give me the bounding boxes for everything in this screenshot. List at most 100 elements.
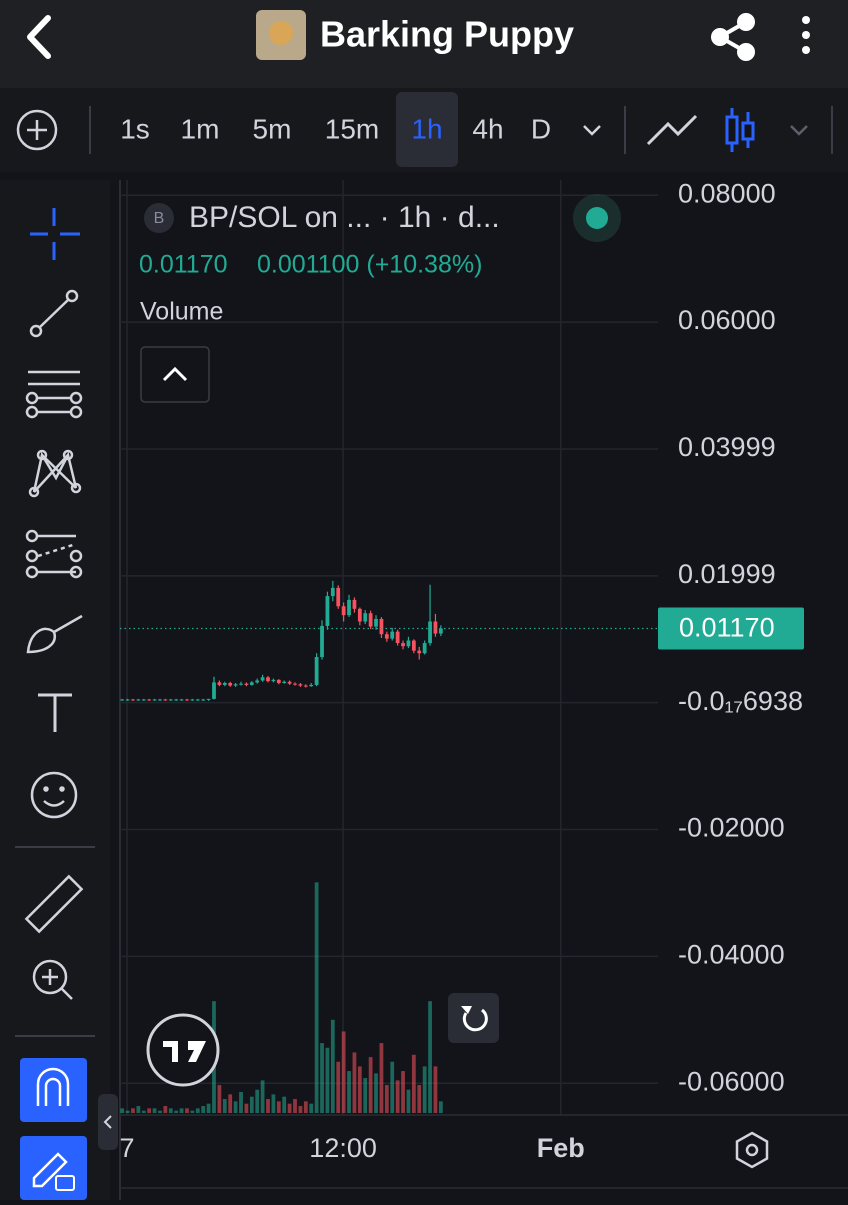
last-price-badge [658,607,804,650]
volume-bar [185,1108,189,1113]
candle-body [249,682,254,685]
candle-body [357,608,362,622]
collapse-icon [103,1115,112,1129]
candle-body [174,699,179,701]
volume-bar [125,1110,130,1113]
last-price-label: 0.01170 [679,613,775,643]
interval-button[interactable]: 1h [411,113,442,144]
volume-bar [330,1019,335,1113]
brush-tool[interactable] [26,614,83,654]
candle-body [141,699,146,701]
volume-bar [325,1047,330,1113]
volume-bar [401,1071,405,1113]
trend-line-tool[interactable] [29,289,79,338]
y-tick-label: -0.04000 [678,940,785,970]
interval-button[interactable]: 1s [120,113,150,144]
token-title: Barking Puppy [320,14,574,55]
candle-body [438,628,443,634]
candle-body [131,699,135,701]
volume-bar [201,1106,206,1113]
candle-chart-button[interactable] [725,108,755,152]
volume-bar [357,1066,362,1113]
chart-type-dropdown[interactable] [790,125,808,136]
y-tick-label: 0.03999 [678,432,776,462]
volume-bar [152,1108,157,1113]
tools-panel [0,180,110,1200]
candle-body [368,613,373,627]
tv-logo[interactable] [146,1013,220,1087]
fib-tool[interactable] [25,370,83,419]
share-button[interactable] [711,13,755,61]
interval-button[interactable]: 5m [253,113,292,144]
candle-body [298,684,303,686]
settings-icon [745,1143,759,1157]
volume-bar [341,1031,346,1113]
market-status [586,207,608,229]
x-tick-label: 7 [120,1133,135,1163]
collapse-legend-icon [162,366,188,382]
candle-body [244,683,249,685]
legend-price: 0.01170 [139,251,228,279]
lock-drawing-button[interactable] [20,1136,87,1200]
interval-button[interactable]: 4h [472,113,503,144]
legend-change: 0.001100 (+10.38%) [257,251,482,279]
candle-body [336,587,341,607]
ruler-tool[interactable] [24,874,84,934]
candle-body [185,699,189,701]
candle-body [233,684,238,686]
interval-button[interactable]: 15m [325,113,379,144]
reset-button[interactable] [448,993,499,1043]
volume-bar [320,1043,324,1113]
candle-body [314,657,319,685]
add-indicator[interactable] [16,109,58,151]
candle-body [206,698,211,700]
crosshair-tool[interactable] [30,208,80,260]
collapse-tab[interactable] [98,1094,118,1150]
interval-button[interactable]: D [531,113,551,144]
candle-body [395,631,400,644]
volume-bar [347,1071,351,1113]
settings-button[interactable] [735,1131,769,1169]
candle-body [363,613,368,622]
volume-bar [141,1110,146,1113]
candle-body [147,699,152,701]
interval-dropdown[interactable] [583,125,601,136]
candle-body [347,599,351,616]
candle-body [271,679,276,682]
volume-bar [136,1106,141,1113]
chart-bg [0,172,848,1200]
line-chart-button[interactable] [646,114,698,146]
magnet-button[interactable] [20,1058,87,1122]
candle-body [282,681,287,684]
candle-body [120,699,125,701]
y-tick-label: -0.02000 [678,813,785,843]
back-button[interactable] [27,15,51,59]
zoom-tool[interactable] [32,959,73,1000]
candle-body [417,650,422,654]
reset-arrow [461,1006,472,1014]
candle-body [125,699,130,701]
emoji-tool[interactable] [30,771,78,819]
candle-body [433,621,438,634]
volume-bar [384,1085,389,1113]
collapse-legend[interactable] [140,346,210,403]
reset-icon [462,1008,488,1032]
volume-bar [228,1094,233,1113]
volume-bar [276,1101,281,1113]
menu-button[interactable] [802,16,810,54]
candle-body [428,621,432,644]
candle-body [401,643,405,647]
interval-button[interactable]: 1m [181,113,220,144]
volume-bar [239,1092,243,1113]
text-tool[interactable] [38,693,72,732]
candle-body [217,682,222,685]
projection-tool[interactable] [25,529,83,579]
candle-body [309,684,314,687]
pattern-tool[interactable] [28,449,82,498]
magnet-icon [36,1067,70,1106]
volume-bar [336,1061,341,1113]
y-tick-label: -0.06000 [678,1066,785,1096]
candle-body [136,699,141,701]
candle-body [287,681,292,684]
